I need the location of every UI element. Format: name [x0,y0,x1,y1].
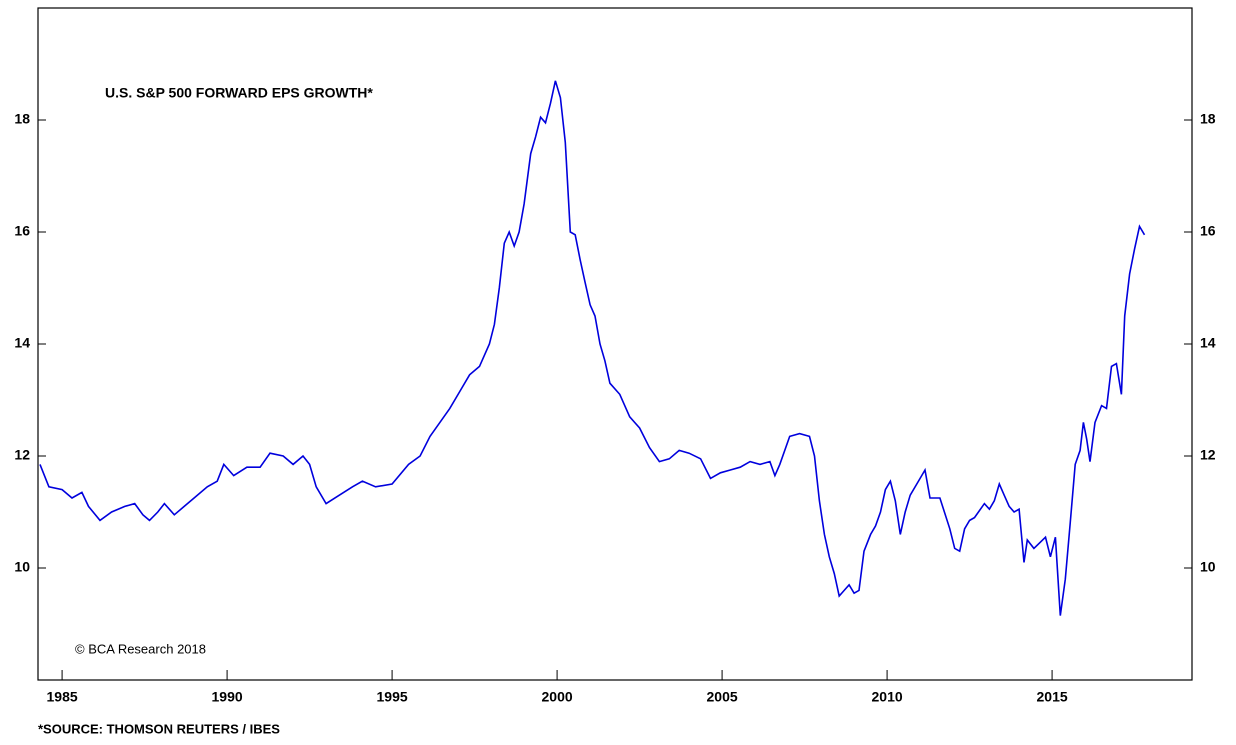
y2-tick-label: 10 [1200,559,1216,575]
y2-tick-label: 18 [1200,111,1216,127]
copyright: © BCA Research 2018 [75,641,206,656]
x-tick-label: 1995 [377,689,408,705]
y-tick-label: 14 [14,335,30,351]
x-tick-label: 2015 [1037,689,1068,705]
y-tick-label: 16 [14,223,30,239]
x-tick-label: 2010 [872,689,903,705]
data-line [39,80,1146,616]
y2-tick-label: 12 [1200,447,1216,463]
y2-tick-label: 16 [1200,223,1216,239]
x-tick-label: 2000 [542,689,573,705]
plot-frame [37,7,1193,681]
y-tick-label: 18 [14,111,30,127]
source-note: *SOURCE: THOMSON REUTERS / IBES [38,721,280,736]
y-tick-label: 10 [14,559,30,575]
x-tick-label: 1985 [47,689,78,705]
x-tick-label: 2005 [707,689,738,705]
y2-tick-label: 14 [1200,335,1216,351]
y-tick-label: 12 [14,447,30,463]
chart-title: U.S. S&P 500 FORWARD EPS GROWTH* [105,85,373,101]
x-tick-label: 1990 [212,689,243,705]
